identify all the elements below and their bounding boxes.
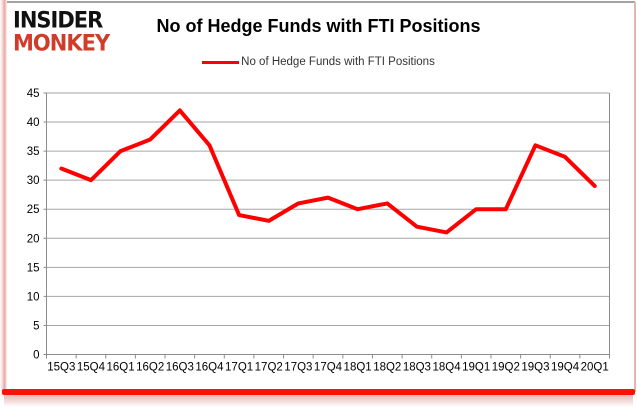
x-tick-label: 19Q4 [551, 362, 580, 374]
x-tick-label: 19Q1 [462, 362, 490, 374]
x-tick-label: 16Q1 [107, 362, 135, 374]
frame-bottom-shadow [4, 395, 633, 407]
x-tick-label: 16Q2 [136, 362, 164, 374]
insider-monkey-logo: INSIDER MONKEY [13, 7, 110, 56]
frame-right-border [634, 2, 636, 392]
legend-label: No of Hedge Funds with FTI Positions [241, 56, 435, 68]
frame-left-border [0, 0, 7, 394]
y-tick-label: 30 [27, 175, 40, 187]
x-tick-label: 18Q1 [344, 362, 372, 374]
chart-legend: No of Hedge Funds with FTI Positions [0, 56, 637, 68]
x-tick-label: 17Q2 [255, 362, 283, 374]
frame-bottom-red-bar [2, 389, 635, 395]
x-tick-label: 17Q1 [225, 362, 253, 374]
x-tick-label: 19Q3 [521, 362, 549, 374]
legend-line-swatch [202, 60, 240, 64]
x-tick-label: 17Q4 [314, 362, 343, 374]
x-tick-label: 19Q2 [492, 362, 520, 374]
x-tick-label: 16Q3 [166, 362, 194, 374]
logo-line-monkey: MONKEY [13, 30, 110, 56]
y-tick-label: 15 [27, 262, 40, 274]
y-tick-label: 20 [27, 233, 40, 245]
x-tick-label: 15Q4 [77, 362, 106, 374]
y-tick-label: 35 [27, 146, 40, 158]
x-tick-label: 16Q4 [195, 362, 224, 374]
y-tick-label: 40 [27, 117, 40, 129]
x-tick-label: 18Q4 [432, 362, 461, 374]
chart-title: No of Hedge Funds with FTI Positions [156, 16, 481, 36]
frame-top-border [4, 1, 635, 3]
x-tick-label: 15Q3 [47, 362, 75, 374]
y-tick-label: 5 [33, 320, 39, 332]
x-tick-label: 20Q1 [581, 362, 609, 374]
y-tick-label: 10 [27, 291, 40, 303]
logo-line-insider: INSIDER [13, 7, 103, 33]
y-tick-label: 45 [27, 88, 40, 100]
x-tick-label: 17Q3 [284, 362, 312, 374]
series-line [59, 108, 597, 235]
y-tick-label: 25 [27, 204, 40, 216]
x-tick-label: 18Q3 [403, 362, 431, 374]
y-tick-label: 0 [33, 350, 39, 362]
x-tick-label: 18Q2 [373, 362, 401, 374]
